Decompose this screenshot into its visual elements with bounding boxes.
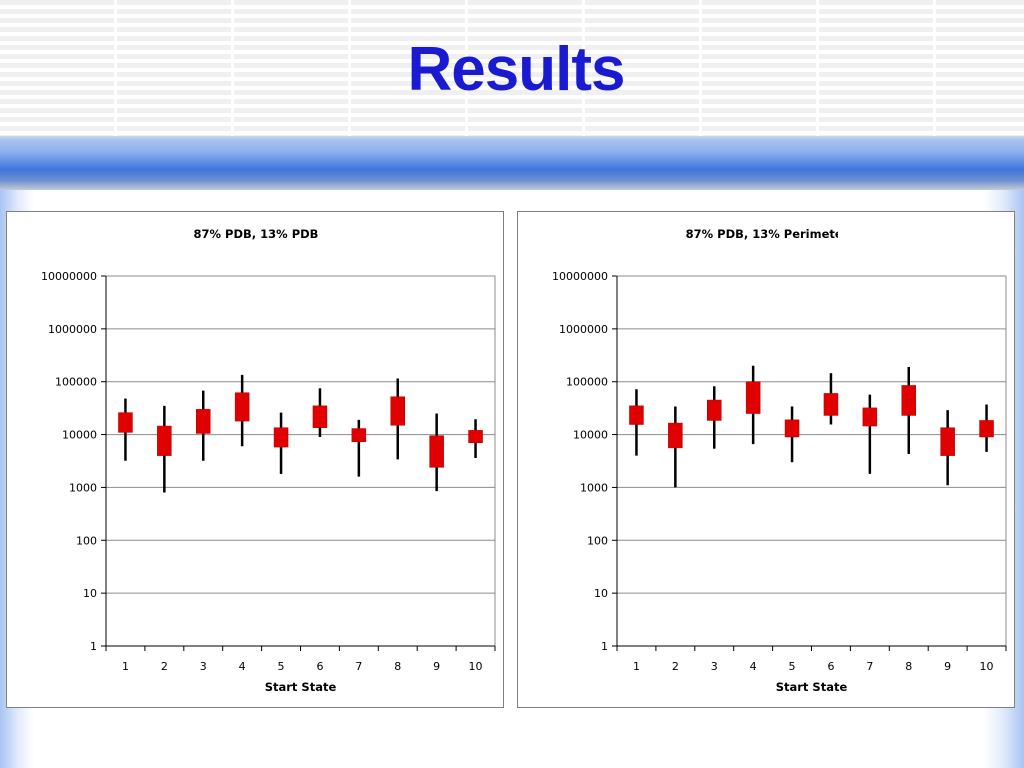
y-tick-label: 100000: [566, 376, 608, 389]
x-tick-label: 4: [239, 660, 246, 673]
x-tick-label: 9: [944, 660, 951, 673]
y-tick-label: 100000: [55, 376, 97, 389]
x-tick-label: 5: [278, 660, 285, 673]
x-tick-label: 6: [827, 660, 834, 673]
header-gradient-band: [0, 136, 1024, 190]
candle-body: [824, 393, 838, 415]
candle-body: [391, 397, 405, 426]
y-tick-label: 10: [83, 587, 97, 600]
x-tick-label: 6: [316, 660, 323, 673]
candle-body: [235, 393, 249, 421]
candle-body: [668, 423, 682, 448]
y-tick-label: 10000: [62, 429, 97, 442]
candle-body: [746, 382, 760, 414]
x-tick-label: 4: [750, 660, 757, 673]
x-tick-label: 1: [122, 660, 129, 673]
candle-body: [902, 385, 916, 415]
candle-body: [469, 430, 483, 442]
candle-body: [707, 400, 721, 420]
y-tick-label: 10000000: [552, 270, 608, 283]
y-tick-label: 1: [90, 640, 97, 653]
x-tick-label: 9: [433, 660, 440, 673]
candle-body: [430, 436, 444, 468]
candle-body: [196, 409, 210, 433]
chart-panel-perimeter: 87% PDB, 13% Perimeter 1 10 100 1000 10000 100…: [517, 211, 1015, 708]
candle-body: [863, 408, 877, 426]
y-tick-label: 1000: [69, 481, 97, 494]
slide-title: Results: [0, 34, 1024, 106]
candle-body: [157, 426, 171, 456]
x-tick-label: 3: [200, 660, 207, 673]
candle-body: [313, 406, 327, 428]
candle-body: [118, 413, 132, 433]
y-tick-label: 10000000: [41, 270, 97, 283]
x-axis-title: Start State: [776, 680, 848, 694]
candle-body: [941, 428, 955, 456]
y-tick-label: 10000: [573, 429, 608, 442]
y-tick-label: 1000: [580, 481, 608, 494]
y-tick-label: 1: [601, 640, 608, 653]
x-tick-label: 7: [866, 660, 873, 673]
x-tick-label: 3: [711, 660, 718, 673]
candlestick-chart-perimeter: 87% PDB, 13% Perimeter 1 10 100 1000 10000 100…: [518, 212, 1016, 709]
x-tick-label: 1: [633, 660, 640, 673]
x-axis-title: Start State: [265, 680, 337, 694]
candlestick-chart-pdb: 87% PDB, 13% PDB 1 10 100 1000 10000 100000 100…: [7, 212, 505, 709]
candle-body: [629, 406, 643, 425]
x-tick-label: 8: [394, 660, 401, 673]
y-tick-label: 1000000: [48, 323, 97, 336]
candle-body: [352, 429, 366, 442]
y-tick-label: 10: [594, 587, 608, 600]
candle-body: [274, 428, 288, 447]
x-tick-label: 8: [905, 660, 912, 673]
chart-title: 87% PDB, 13% PDB: [194, 227, 319, 241]
candle-body: [980, 420, 994, 437]
chart-panel-pdb: 87% PDB, 13% PDB 1 10 100 1000 10000 100000 100…: [6, 211, 504, 708]
x-tick-label: 2: [161, 660, 168, 673]
y-tick-label: 100: [76, 534, 97, 547]
chart-title: 87% PDB, 13% Perimeter: [686, 227, 849, 241]
x-tick-label: 7: [355, 660, 362, 673]
y-tick-label: 100: [587, 534, 608, 547]
x-tick-label: 10: [469, 660, 483, 673]
candle-body: [785, 420, 799, 437]
x-tick-label: 2: [672, 660, 679, 673]
x-tick-label: 10: [980, 660, 994, 673]
x-tick-label: 5: [789, 660, 796, 673]
y-tick-label: 1000000: [559, 323, 608, 336]
